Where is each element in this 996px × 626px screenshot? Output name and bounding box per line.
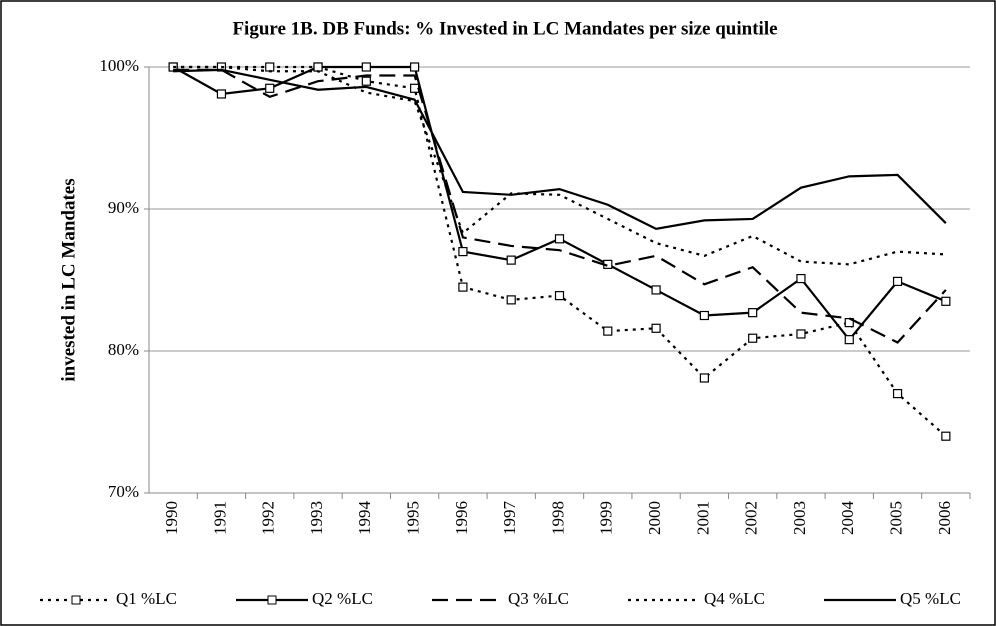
- x-tick-label: 2004: [838, 501, 857, 536]
- data-point: [796, 273, 806, 284]
- y-tick-label: 70%: [108, 482, 139, 501]
- y-tick-label: 90%: [108, 198, 139, 217]
- data-point: [651, 323, 661, 333]
- x-tick-label: 1990: [162, 501, 181, 535]
- data-point: [748, 308, 758, 318]
- x-tick-label: 2002: [742, 501, 761, 535]
- data-point: [313, 62, 323, 72]
- legend-label: Q3 %LC: [508, 589, 569, 608]
- data-point: [651, 285, 661, 295]
- x-tick-label: 2003: [790, 501, 809, 535]
- series-line: [173, 65, 947, 438]
- data-point: [216, 89, 227, 99]
- series-line: [173, 68, 947, 344]
- data-point: [361, 76, 371, 86]
- data-point: [265, 62, 275, 72]
- legend-label: Q2 %LC: [312, 589, 373, 608]
- x-tick-label: 2006: [935, 501, 954, 535]
- series-line: [173, 65, 946, 266]
- x-tick-label: 2000: [645, 501, 664, 535]
- data-point: [506, 255, 516, 265]
- x-tick-label: 1996: [452, 501, 471, 535]
- x-tick-label: 2005: [886, 501, 905, 535]
- x-tick-label: 1999: [597, 501, 616, 535]
- data-point: [458, 247, 468, 257]
- y-axis-label: invested in LC Mandates: [58, 178, 79, 381]
- data-point: [265, 83, 275, 93]
- legend-marker: [267, 595, 277, 605]
- x-tick-label: 1993: [307, 501, 326, 535]
- chart-title: Figure 1B. DB Funds: % Invested in LC Ma…: [232, 18, 777, 39]
- y-tick-label: 80%: [108, 340, 139, 359]
- data-point: [892, 389, 903, 399]
- x-tick-label: 1997: [500, 501, 519, 536]
- x-tick-label: 2001: [693, 501, 712, 535]
- data-point: [506, 295, 516, 305]
- data-point: [748, 333, 758, 343]
- data-point: [796, 329, 806, 339]
- x-tick-label: 1995: [404, 501, 423, 535]
- data-point: [892, 276, 903, 287]
- legend-label: Q4 %LC: [704, 589, 765, 608]
- data-point: [603, 326, 613, 336]
- x-tick-label: 1998: [548, 501, 567, 535]
- data-point: [941, 296, 951, 306]
- x-tick-label: 1994: [355, 501, 374, 536]
- data-point: [844, 335, 854, 345]
- legend-marker: [71, 595, 81, 605]
- legend-label: Q1 %LC: [116, 589, 177, 608]
- data-point: [699, 310, 709, 321]
- data-point: [410, 62, 420, 72]
- data-point: [361, 62, 371, 72]
- data-point: [699, 373, 709, 383]
- x-tick-label: 1991: [210, 501, 229, 535]
- y-tick-label: 100%: [99, 56, 139, 75]
- data-point: [554, 291, 565, 301]
- series-line: [173, 68, 947, 231]
- x-tick-label: 1992: [259, 501, 278, 535]
- data-point: [554, 234, 565, 244]
- legend-label: Q5 %LC: [900, 589, 961, 608]
- data-point: [941, 431, 951, 441]
- data-point: [458, 282, 468, 292]
